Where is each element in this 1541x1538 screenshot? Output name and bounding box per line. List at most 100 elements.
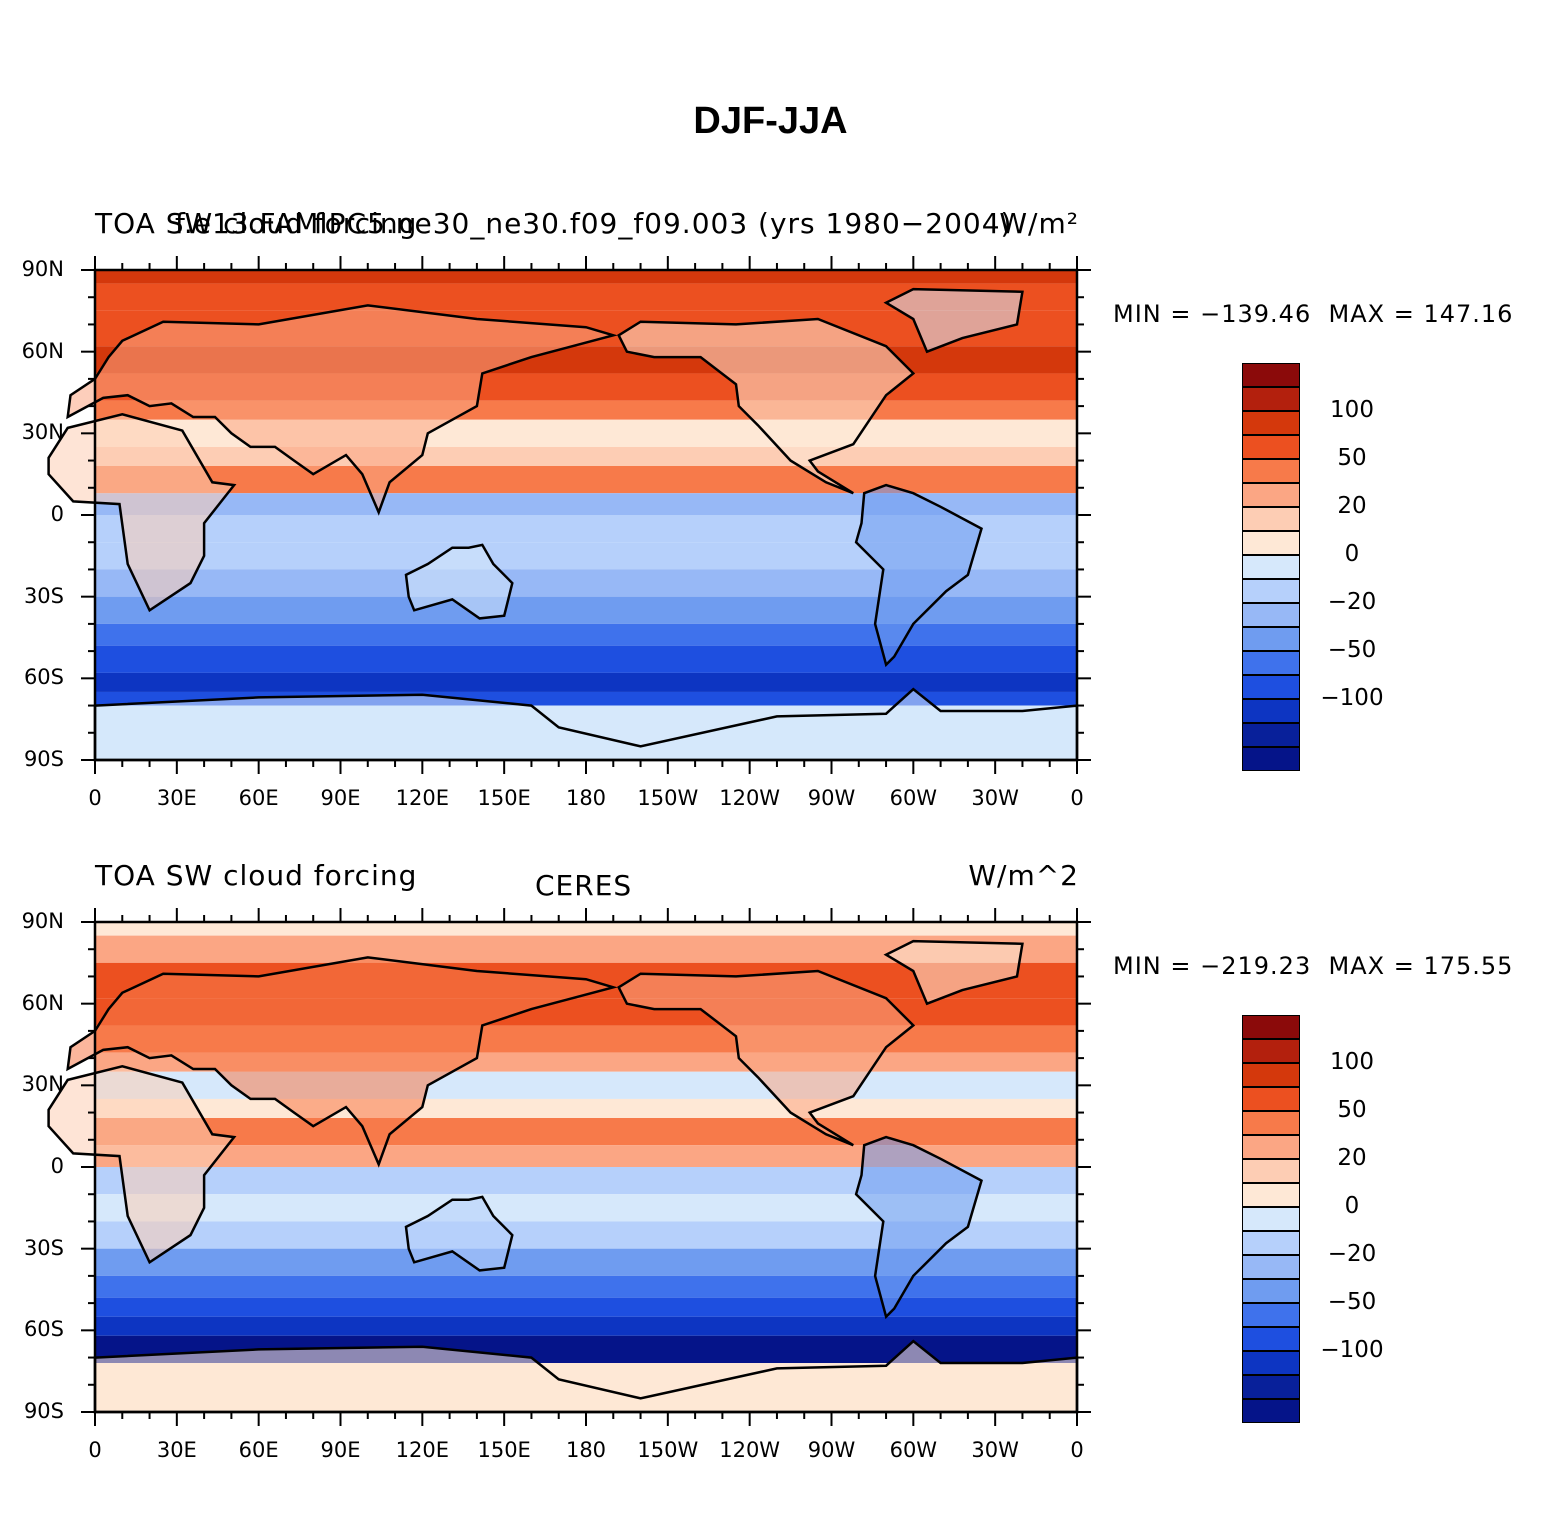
- contour-band: [95, 493, 1077, 515]
- page-title: DJF-JJA: [693, 100, 848, 142]
- lat-tick-label: 60S: [23, 665, 64, 690]
- lon-tick-label: 90E: [320, 1438, 361, 1462]
- contour-band: [95, 645, 1077, 673]
- contour-band: [95, 623, 1077, 646]
- colorbar-swatch: [1242, 1351, 1300, 1375]
- panel-units: W/m^2: [968, 859, 1079, 892]
- panel-units: W/m²: [999, 207, 1079, 240]
- lon-tick-label: 120E: [395, 786, 449, 810]
- min-label: MIN: [1113, 952, 1162, 980]
- lon-tick-label: 90W: [807, 1438, 856, 1462]
- colorbar-label: −100: [1320, 685, 1384, 711]
- min-max-readout: MIN = −219.23 MAX = 175.55: [1113, 952, 1514, 980]
- colorbar-swatch: [1242, 1375, 1300, 1399]
- colorbar-label: −20: [1327, 1241, 1377, 1267]
- min-max-readout: MIN = −139.46 MAX = 147.16: [1113, 300, 1514, 328]
- lon-tick-label: 150W: [637, 1438, 699, 1462]
- lon-tick-label: 0: [88, 1438, 102, 1462]
- colorbar-swatch: [1242, 651, 1300, 675]
- lon-tick-label: 120W: [719, 786, 781, 810]
- lon-tick-label: 150E: [477, 786, 531, 810]
- continent-outline: [404, 1195, 514, 1272]
- colorbar-swatch: [1242, 507, 1300, 531]
- lon-tick-label: 60W: [889, 1438, 938, 1462]
- continent-outline: [617, 969, 916, 1147]
- lon-tick-label: 30E: [156, 1438, 197, 1462]
- colorbar-label: 100: [1330, 397, 1374, 423]
- colorbar-swatch: [1242, 1039, 1300, 1063]
- colorbar-swatch: [1242, 723, 1300, 747]
- colorbar-swatch: [1242, 1159, 1300, 1183]
- contour-band: [95, 922, 1077, 936]
- lon-tick-label: 60E: [238, 1438, 279, 1462]
- continent-outline: [404, 543, 514, 620]
- colorbar-swatch: [1242, 747, 1300, 771]
- obs-panel: TOA SW cloud forcing CERES W/m^2 MIN = −…: [0, 847, 1541, 1497]
- min-value: −219.23: [1200, 952, 1312, 980]
- continent-outline: [854, 1135, 983, 1320]
- lat-tick-label: 0: [50, 502, 64, 526]
- colorbar-swatch: [1242, 1207, 1300, 1231]
- lon-tick-label: 0: [1070, 786, 1084, 810]
- contour-band: [95, 270, 1077, 284]
- contour-band: [95, 1098, 1077, 1118]
- colorbar-label: 50: [1337, 445, 1367, 471]
- lat-tick-label: 90S: [23, 747, 64, 771]
- lat-tick-label: 0: [50, 1154, 64, 1178]
- lat-tick-label: 30S: [23, 583, 64, 608]
- colorbar-swatch: [1242, 531, 1300, 555]
- lon-tick-label: 150W: [637, 786, 699, 810]
- max-label: MAX: [1328, 300, 1386, 328]
- colorbar-swatch: [1242, 1231, 1300, 1255]
- lat-tick-label: 30S: [23, 1235, 64, 1260]
- colorbar-swatch: [1242, 1255, 1300, 1279]
- colorbar-label: 20: [1337, 493, 1367, 519]
- colorbar-swatch: [1242, 1303, 1300, 1327]
- colorbar-swatch: [1242, 1327, 1300, 1351]
- colorbar-swatch: [1242, 603, 1300, 627]
- lon-tick-label: 180: [565, 786, 607, 810]
- max-value: 175.55: [1423, 952, 1514, 980]
- colorbar-label: −50: [1327, 1289, 1377, 1315]
- map-plot: [47, 256, 1091, 774]
- map-plot: [47, 908, 1091, 1426]
- colorbar-swatch: [1242, 1015, 1300, 1039]
- lat-tick-label: 60S: [23, 1317, 64, 1342]
- axis-ticks: [81, 908, 1091, 1426]
- colorbar-swatch: [1242, 1087, 1300, 1111]
- continent-outline: [854, 483, 983, 668]
- colorbar-label: 0: [1344, 1193, 1360, 1219]
- lon-tick-label: 180: [565, 1438, 607, 1462]
- continent-outline: [617, 317, 916, 495]
- continent-outline: [883, 939, 1024, 1006]
- lon-tick-label: 30W: [971, 1438, 1019, 1462]
- lat-tick-label: 30N: [21, 1072, 64, 1097]
- lon-tick-label: 120E: [395, 1438, 449, 1462]
- max-value: 147.16: [1423, 300, 1514, 328]
- colorbar-label: 100: [1330, 1049, 1374, 1075]
- colorbar-swatch: [1242, 363, 1300, 387]
- colorbar-swatch: [1242, 1111, 1300, 1135]
- colorbar-swatch: [1242, 459, 1300, 483]
- continent-outline: [883, 287, 1024, 354]
- max-label: MAX: [1328, 952, 1386, 980]
- colorbar-swatch: [1242, 627, 1300, 651]
- contour-band: [95, 1275, 1077, 1298]
- panel-case-name: f.e13.FAMIPC5.ne30_ne30.f09_f09.003 (yrs…: [175, 207, 1013, 240]
- colorbar-swatch: [1242, 483, 1300, 507]
- colorbar-swatch: [1242, 699, 1300, 723]
- colorbar-swatch: [1242, 1135, 1300, 1159]
- contour-band: [95, 1316, 1077, 1336]
- continent-outline: [66, 956, 618, 1168]
- lat-tick-label: 90S: [23, 1399, 64, 1423]
- lon-tick-label: 60W: [889, 786, 938, 810]
- colorbar-label: −50: [1327, 637, 1377, 663]
- lon-tick-label: 30E: [156, 786, 197, 810]
- colorbar-swatch: [1242, 387, 1300, 411]
- lon-tick-label: 0: [1070, 1438, 1084, 1462]
- min-label: MIN: [1113, 300, 1162, 328]
- lat-tick-label: 90N: [21, 909, 64, 933]
- colorbar-label: 0: [1344, 541, 1360, 567]
- min-value: −139.46: [1200, 300, 1312, 328]
- contour-band: [95, 466, 1077, 494]
